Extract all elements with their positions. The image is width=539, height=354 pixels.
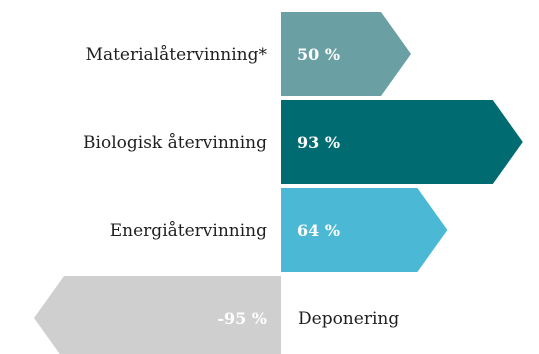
value-label-3: -95 % (217, 309, 267, 328)
category-label-3: Deponering (298, 309, 399, 329)
value-label-0: 50 % (297, 45, 340, 64)
value-label-2: 64 % (297, 221, 340, 240)
category-label-2: Energiåtervinning (110, 221, 267, 241)
value-label-1: 93 % (297, 133, 340, 152)
bar-0 (281, 12, 411, 96)
category-label-1: Biologisk återvinning (83, 133, 267, 153)
bar-2 (281, 188, 448, 272)
bar-3 (34, 276, 281, 354)
bar-1 (281, 100, 523, 184)
category-label-0: Materialåtervinning* (86, 45, 268, 65)
